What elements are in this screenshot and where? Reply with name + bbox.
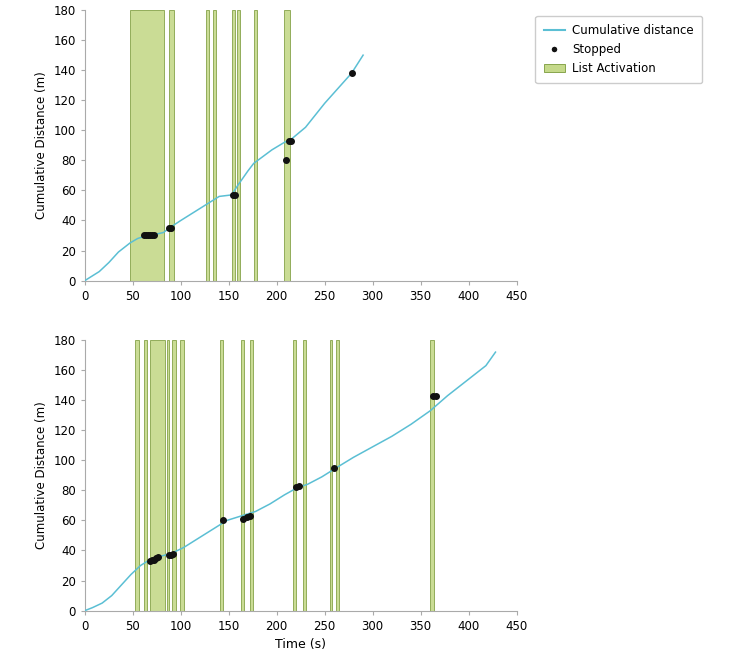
Point	[280, 155, 292, 166]
Bar	[232, 10, 235, 280]
Point	[285, 136, 297, 146]
Bar	[135, 340, 139, 611]
Bar	[220, 340, 223, 611]
Legend: Cumulative distance, Stopped, List Activation: Cumulative distance, Stopped, List Activ…	[536, 16, 702, 83]
Bar	[172, 340, 176, 611]
Point	[146, 230, 158, 241]
Y-axis label: Cumulative Distance (m): Cumulative Distance (m)	[35, 401, 48, 550]
Point	[140, 230, 152, 241]
Point	[217, 515, 229, 526]
Point	[148, 230, 160, 241]
Point	[238, 513, 249, 524]
Bar	[238, 10, 241, 280]
Point	[227, 189, 238, 200]
Point	[144, 556, 156, 566]
Bar	[250, 340, 252, 611]
Bar	[284, 10, 290, 280]
Point	[229, 189, 241, 200]
Bar	[130, 10, 164, 280]
Bar	[337, 340, 339, 611]
Bar	[303, 340, 306, 611]
Point	[146, 554, 158, 565]
Bar	[330, 340, 332, 611]
Bar	[206, 10, 209, 280]
Point	[163, 550, 175, 560]
Point	[165, 550, 177, 560]
Point	[241, 512, 253, 523]
Bar	[430, 340, 434, 611]
Bar	[213, 10, 216, 280]
Point	[142, 230, 154, 241]
Point	[168, 548, 179, 559]
Point	[293, 480, 305, 491]
Bar	[180, 340, 184, 611]
Point	[152, 551, 164, 562]
Bar	[145, 340, 147, 611]
Point	[290, 482, 302, 493]
Point	[244, 511, 256, 521]
Point	[148, 554, 160, 565]
Point	[139, 230, 151, 241]
Bar	[293, 340, 296, 611]
Point	[144, 230, 156, 241]
Point	[163, 223, 175, 234]
Point	[345, 68, 357, 79]
Bar	[241, 340, 244, 611]
Bar	[254, 10, 257, 280]
Point	[283, 136, 295, 146]
Point	[427, 391, 439, 401]
Bar	[169, 10, 174, 280]
X-axis label: Time (s): Time (s)	[275, 638, 326, 651]
Bar	[150, 340, 165, 611]
Point	[430, 391, 442, 401]
Y-axis label: Cumulative Distance (m): Cumulative Distance (m)	[35, 71, 48, 219]
Bar	[168, 340, 169, 611]
Point	[328, 462, 340, 473]
Point	[150, 553, 162, 564]
Point	[165, 223, 177, 234]
